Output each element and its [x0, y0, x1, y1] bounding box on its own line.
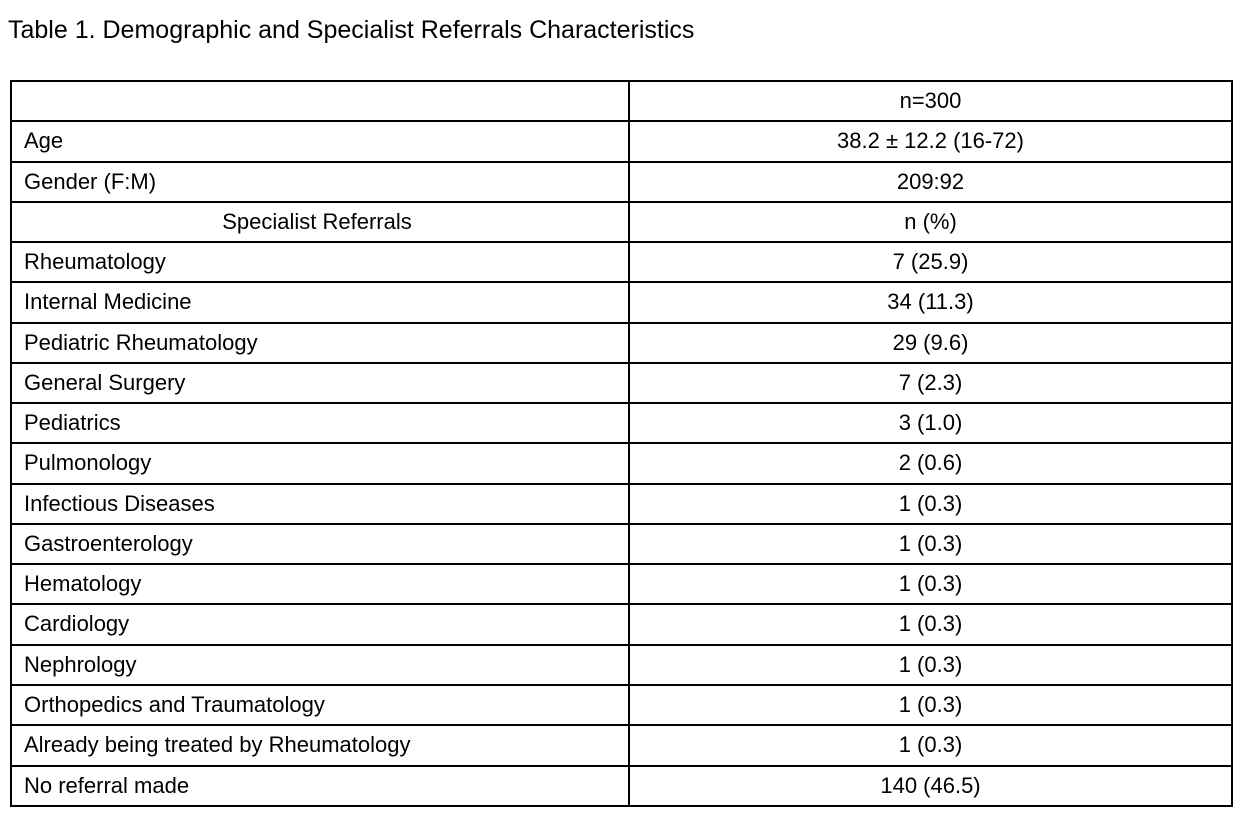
row-value-cell: 140 (46.5)	[628, 764, 1233, 808]
table-row: Already being treated by Rheumatology 1 …	[10, 724, 1233, 767]
row-label-cell: Gender (F:M)	[10, 160, 630, 203]
row-value-cell: 1 (0.3)	[628, 643, 1233, 686]
row-value-cell: 29 (9.6)	[628, 321, 1233, 364]
table-row: Pediatrics 3 (1.0)	[10, 402, 1233, 445]
table-row: Pediatric Rheumatology 29 (9.6)	[10, 321, 1233, 364]
row-label-cell: Age	[10, 120, 630, 163]
row-label-cell: Orthopedics and Traumatology	[10, 683, 630, 727]
row-value-cell: n=300	[628, 79, 1233, 123]
table-row: Pulmonology 2 (0.6)	[10, 442, 1233, 485]
row-value-cell: 2 (0.6)	[628, 442, 1233, 485]
table-row: n=300	[10, 79, 1233, 123]
table-row: Gastroenterology 1 (0.3)	[10, 522, 1233, 566]
row-label-cell: Gastroenterology	[10, 522, 630, 566]
table-row: Orthopedics and Traumatology 1 (0.3)	[10, 683, 1233, 727]
table-row: Hematology 1 (0.3)	[10, 563, 1233, 606]
table-row: Age 38.2 ± 12.2 (16-72)	[10, 120, 1233, 163]
row-value-cell: 7 (25.9)	[628, 241, 1233, 284]
row-label-cell: Infectious Diseases	[10, 482, 630, 525]
table-title: Table 1. Demographic and Specialist Refe…	[8, 16, 695, 44]
row-label-cell: Nephrology	[10, 643, 630, 686]
row-value-cell: n (%)	[628, 200, 1233, 244]
row-value-cell: 1 (0.3)	[628, 603, 1233, 646]
row-label-cell: Specialist Referrals	[10, 200, 630, 244]
row-label-cell: No referral made	[10, 764, 630, 808]
row-value-cell: 209:92	[628, 160, 1233, 203]
table-row: Cardiology 1 (0.3)	[10, 603, 1233, 646]
row-label-cell: Pediatrics	[10, 402, 630, 445]
table-row: Rheumatology 7 (25.9)	[10, 241, 1233, 284]
row-value-cell: 1 (0.3)	[628, 482, 1233, 525]
row-value-cell: 1 (0.3)	[628, 522, 1233, 566]
demographics-referrals-table: n=300 Age 38.2 ± 12.2 (16-72) Gender (F:…	[10, 79, 1233, 808]
row-value-cell: 34 (11.3)	[628, 281, 1233, 324]
row-label-cell: Hematology	[10, 563, 630, 606]
table-section-header-row: Specialist Referrals n (%)	[10, 200, 1233, 244]
row-value-cell: 1 (0.3)	[628, 724, 1233, 767]
row-value-cell: 3 (1.0)	[628, 402, 1233, 445]
row-label-cell: Already being treated by Rheumatology	[10, 724, 630, 767]
table-row: Nephrology 1 (0.3)	[10, 643, 1233, 686]
row-value-cell: 1 (0.3)	[628, 683, 1233, 727]
row-label-cell	[10, 79, 630, 123]
table-row: Infectious Diseases 1 (0.3)	[10, 482, 1233, 525]
row-value-cell: 1 (0.3)	[628, 563, 1233, 606]
row-label-cell: Internal Medicine	[10, 281, 630, 324]
row-value-cell: 38.2 ± 12.2 (16-72)	[628, 120, 1233, 163]
table-row: General Surgery 7 (2.3)	[10, 361, 1233, 405]
table-row: Gender (F:M) 209:92	[10, 160, 1233, 203]
row-value-cell: 7 (2.3)	[628, 361, 1233, 405]
table-row: Internal Medicine 34 (11.3)	[10, 281, 1233, 324]
row-label-cell: General Surgery	[10, 361, 630, 405]
row-label-cell: Rheumatology	[10, 241, 630, 284]
row-label-cell: Pediatric Rheumatology	[10, 321, 630, 364]
row-label-cell: Cardiology	[10, 603, 630, 646]
table-row: No referral made 140 (46.5)	[10, 764, 1233, 808]
row-label-cell: Pulmonology	[10, 442, 630, 485]
